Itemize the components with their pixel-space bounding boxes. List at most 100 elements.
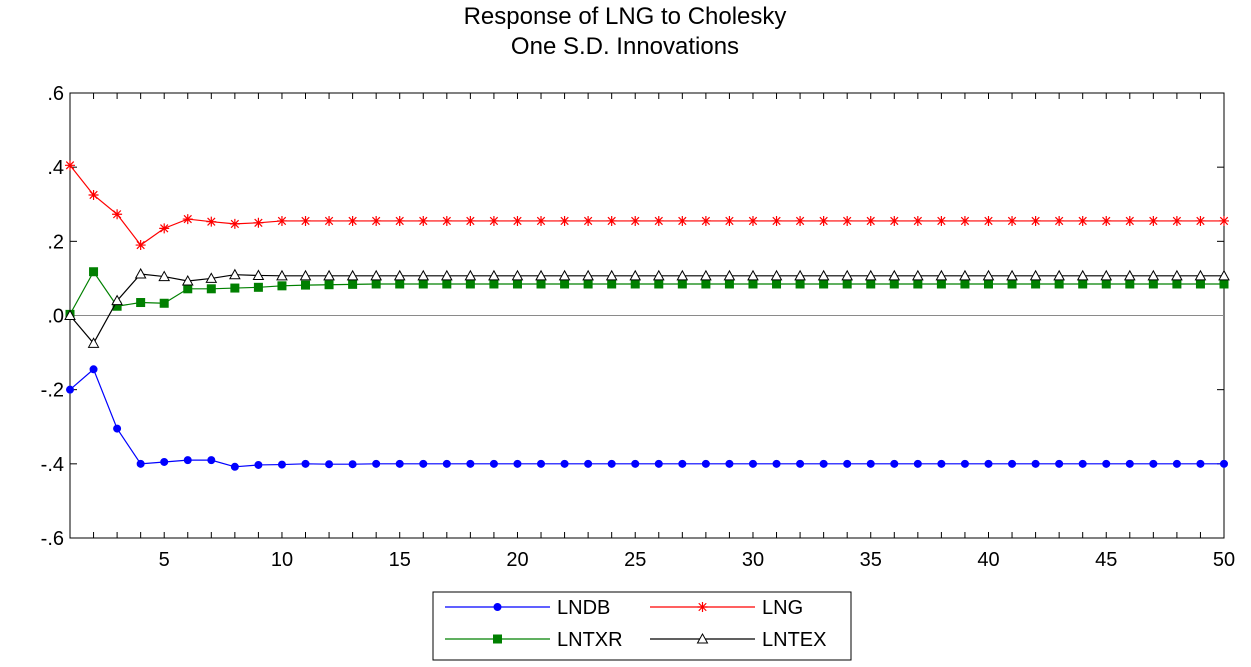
- data-point-lndb: [1125, 459, 1134, 468]
- data-point-lng: [1195, 215, 1206, 226]
- series-line-lng: [69, 164, 1224, 246]
- x-tick-label: 15: [389, 549, 411, 571]
- data-point-lntex: [888, 269, 901, 281]
- data-point-lntex: [87, 337, 100, 348]
- data-point-lndb: [1078, 459, 1087, 468]
- x-tick-label: 10: [271, 549, 293, 571]
- data-point-lndb: [819, 459, 828, 468]
- data-point-lng: [771, 215, 782, 226]
- data-point-lntxr: [253, 282, 263, 292]
- data-point-lntxr: [230, 283, 240, 293]
- data-point-lng: [112, 209, 123, 220]
- data-point-lntxr: [819, 279, 829, 289]
- data-point-lntxr: [936, 279, 946, 289]
- data-point-lng: [1219, 215, 1229, 226]
- data-point-lntex: [794, 269, 806, 281]
- data-point-lng: [630, 215, 641, 226]
- data-point-lndb: [395, 459, 404, 468]
- data-point-lndb: [89, 365, 98, 374]
- data-point-lng: [347, 215, 358, 226]
- data-point-lntxr: [960, 279, 970, 289]
- data-point-lntxr: [465, 279, 475, 289]
- data-point-lng: [865, 215, 876, 226]
- data-point-lndb: [207, 456, 216, 465]
- data-point-lntex: [676, 269, 689, 281]
- data-point-lntex: [276, 269, 288, 281]
- series-line-lndb: [69, 368, 1224, 468]
- data-point-lntxr: [395, 279, 405, 289]
- data-point-lntex: [1218, 269, 1230, 281]
- data-point-lntxr: [889, 279, 899, 289]
- data-point-lntex: [346, 269, 359, 281]
- data-point-lntxr: [348, 279, 358, 289]
- data-point-lntxr: [1054, 279, 1064, 289]
- data-point-lntex: [535, 269, 547, 281]
- data-point-lntex: [393, 269, 406, 281]
- data-point-lng: [606, 215, 617, 226]
- data-point-lng: [512, 215, 523, 226]
- data-point-lntxr: [536, 279, 546, 289]
- y-axis: -.6 -.4 -.2 .0 .2 .4 .6: [41, 83, 1224, 550]
- data-point-lndb: [466, 459, 475, 468]
- y-tick-label: -.6: [41, 528, 64, 550]
- data-point-lng: [1077, 215, 1088, 226]
- data-point-lng: [889, 215, 900, 226]
- y-tick-label: -.4: [41, 454, 64, 476]
- data-point-lng: [583, 215, 594, 226]
- data-point-lndb: [701, 459, 710, 468]
- x-tick-label: 40: [977, 549, 999, 571]
- legend-item-lndb: LNDB: [445, 597, 610, 619]
- data-point-lng: [677, 215, 688, 226]
- legend-label-lntex: LNTEX: [762, 629, 826, 651]
- data-point-lng: [795, 215, 806, 226]
- data-point-lntxr: [206, 284, 216, 294]
- data-point-lndb: [136, 459, 145, 468]
- data-point-lntex: [982, 269, 995, 281]
- data-point-lntxr: [842, 279, 852, 289]
- data-point-lng: [206, 216, 217, 227]
- data-point-lndb: [230, 462, 239, 471]
- data-point-lntex: [111, 294, 123, 306]
- data-point-lntex: [1100, 269, 1113, 281]
- data-point-lndb: [654, 459, 663, 468]
- data-point-lntex: [252, 269, 265, 280]
- data-point-lntxr: [89, 267, 99, 277]
- data-point-lng: [488, 215, 499, 226]
- data-point-lndb: [631, 459, 640, 468]
- x-tick-label: 50: [1213, 549, 1235, 571]
- data-point-lntex: [1006, 269, 1018, 281]
- data-point-lntxr: [159, 298, 169, 308]
- data-point-lng: [441, 215, 452, 226]
- data-point-lntxr: [489, 279, 499, 289]
- x-tick-label: 25: [624, 549, 646, 571]
- data-point-lndb: [66, 385, 74, 394]
- x-axis: 5 10 15 20 25 30 35 40 45 50: [69, 93, 1235, 571]
- data-point-lntxr: [1101, 279, 1111, 289]
- legend-label-lntxr: LNTXR: [557, 629, 623, 651]
- data-point-lntex: [181, 274, 194, 286]
- data-point-lndb: [489, 459, 498, 468]
- data-point-lntex: [205, 272, 218, 283]
- data-point-lng: [747, 215, 758, 226]
- data-point-lndb: [372, 459, 381, 468]
- legend-box: [432, 591, 852, 661]
- data-point-lng: [276, 215, 287, 226]
- data-point-lng: [159, 223, 170, 234]
- data-point-lng: [1007, 215, 1018, 226]
- data-point-lntxr: [1125, 279, 1135, 289]
- data-point-lntxr: [371, 279, 381, 289]
- data-point-lng: [371, 215, 382, 226]
- data-point-lntex: [770, 269, 783, 281]
- data-point-lndb: [984, 459, 993, 468]
- x-tick-label: 30: [742, 549, 764, 571]
- data-point-lntex: [1147, 269, 1160, 281]
- data-point-lntxr: [301, 280, 311, 290]
- data-point-lntex: [488, 269, 500, 281]
- legend-marker-lndb: [493, 603, 502, 611]
- data-point-lntex: [817, 269, 830, 281]
- data-point-lng: [536, 215, 547, 226]
- data-point-lng: [1030, 215, 1041, 226]
- data-point-lntxr: [607, 279, 617, 289]
- data-point-lntex: [864, 269, 877, 281]
